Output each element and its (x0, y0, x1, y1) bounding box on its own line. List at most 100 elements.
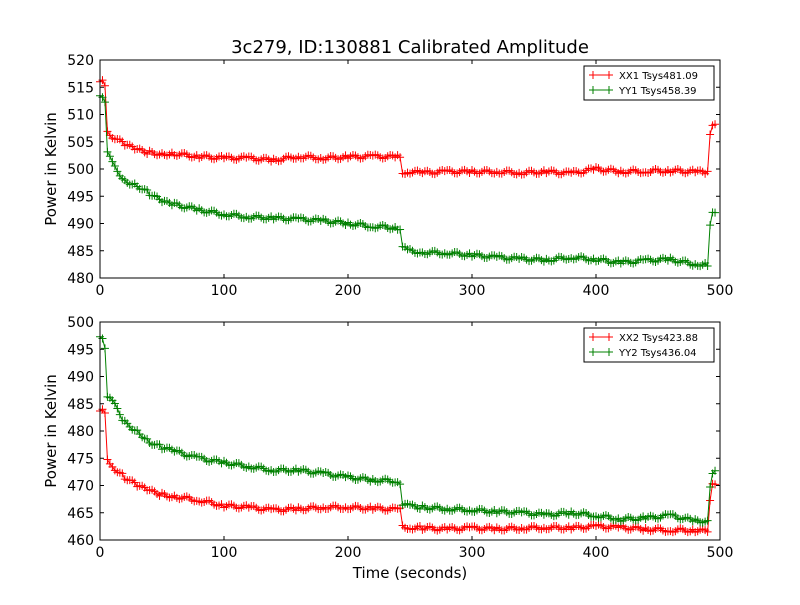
data-point-marker (703, 527, 712, 536)
series-1-2 (96, 91, 720, 271)
data-point-marker (105, 152, 114, 161)
y-tick-label: 510 (67, 108, 94, 124)
legend-label: YY2 Tsys436.04 (618, 348, 697, 359)
x-axis-label: Time (seconds) (352, 564, 468, 582)
legend-2: XX2 Tsys423.88 YY2 Tsys436.04 (583, 327, 715, 363)
data-point-marker (143, 434, 152, 443)
series-line-2-2 (99, 336, 716, 524)
data-point-marker (130, 478, 139, 487)
legend-box (583, 327, 715, 363)
y-tick-label: 480 (67, 424, 94, 440)
y-tick-label: 475 (67, 451, 94, 467)
x-tick-label: 100 (211, 545, 238, 561)
y-tick-label: 515 (67, 80, 94, 96)
y-tick-label: 460 (67, 533, 94, 549)
y-tick-label: 500 (67, 162, 94, 178)
x-tick-label: 400 (583, 545, 610, 561)
data-point-marker (711, 480, 720, 489)
x-tick-label: 0 (96, 545, 105, 561)
data-point-marker (706, 496, 715, 505)
data-point-marker (100, 408, 109, 417)
chart-panel-2: 0 100 200 300 400 500 460 465 470 475 480 485 490 495… (42, 315, 733, 561)
y-tick-label: 505 (67, 135, 94, 151)
data-point-marker (100, 344, 109, 353)
data-point-marker (113, 167, 122, 176)
y-tick-label: 485 (67, 397, 94, 413)
data-point-marker (118, 469, 127, 478)
data-point-marker (711, 208, 720, 217)
series-line-2-1 (99, 408, 716, 533)
data-point-marker (103, 455, 112, 464)
x-tick-label: 100 (211, 283, 238, 299)
legend-swatch-marker (605, 86, 613, 94)
data-point-marker (396, 153, 405, 162)
data-point-marker (396, 225, 405, 234)
legend-swatch-marker (589, 348, 597, 356)
data-point-marker (155, 440, 164, 449)
y-axis-label: Power in Kelvin (42, 112, 60, 226)
data-point-marker (396, 480, 405, 489)
data-point-marker (110, 399, 119, 408)
legend-swatch-marker (589, 333, 597, 341)
y-tick-label: 495 (67, 342, 94, 358)
data-point-marker (711, 466, 720, 475)
legend-swatch-marker (605, 333, 613, 341)
data-point-marker (703, 261, 712, 270)
data-point-marker (703, 516, 712, 525)
y-tick-label: 495 (67, 189, 94, 205)
series-2-1 (96, 405, 720, 537)
series-line-1-2 (99, 95, 716, 268)
series-markers-2-2 (96, 332, 720, 527)
data-point-marker (115, 410, 124, 419)
data-point-marker (703, 167, 712, 176)
series-markers-2-1 (96, 405, 720, 537)
series-1-1 (96, 76, 720, 179)
chart-title: 3c279, ID:130881 Calibrated Amplitude (231, 37, 589, 58)
legend-box (583, 65, 715, 101)
data-point-marker (706, 483, 715, 492)
series-markers-1-1 (96, 76, 720, 179)
data-point-marker (133, 426, 142, 435)
y-tick-label: 470 (67, 479, 94, 495)
chart-panel-1: 0 100 200 300 400 500 480 485 490 495 500 505 510 515… (42, 53, 733, 299)
legend-swatch-marker (605, 71, 613, 79)
y-tick-label: 520 (67, 53, 94, 69)
x-tick-label: 500 (707, 545, 734, 561)
data-point-marker (110, 162, 119, 171)
data-point-marker (103, 147, 112, 156)
y-tick-label: 490 (67, 370, 94, 386)
x-tick-label: 400 (583, 283, 610, 299)
series-markers-1-2 (96, 91, 720, 271)
x-tick-label: 300 (459, 283, 486, 299)
data-point-marker (103, 127, 112, 136)
legend-swatch-marker (605, 348, 613, 356)
legend-swatch-marker (589, 86, 597, 94)
y-axis-label: Power in Kelvin (42, 374, 60, 488)
y-tick-label: 500 (67, 315, 94, 331)
legend-label: YY1 Tsys458.39 (618, 86, 697, 97)
data-point-marker (711, 120, 720, 129)
data-point-marker (706, 221, 715, 230)
data-point-marker (100, 98, 109, 107)
y-tick-label: 485 (67, 244, 94, 260)
x-tick-label: 300 (459, 545, 486, 561)
data-point-marker (108, 157, 117, 166)
data-point-marker (143, 185, 152, 194)
data-point-marker (706, 130, 715, 139)
legend-label: XX2 Tsys423.88 (619, 333, 698, 344)
legend-swatch-marker (589, 71, 597, 79)
data-point-marker (118, 137, 127, 146)
legend-1: XX1 Tsys481.09 YY1 Tsys458.39 (583, 65, 715, 101)
legend-label: XX1 Tsys481.09 (619, 71, 698, 82)
y-tick-label: 480 (67, 271, 94, 287)
x-tick-label: 200 (335, 545, 362, 561)
y-tick-label: 490 (67, 217, 94, 233)
x-tick-label: 0 (96, 283, 105, 299)
x-tick-label: 200 (335, 283, 362, 299)
y-tick-label: 465 (67, 506, 94, 522)
data-point-marker (100, 81, 109, 90)
x-tick-label: 500 (707, 283, 734, 299)
series-2-2 (96, 332, 720, 527)
